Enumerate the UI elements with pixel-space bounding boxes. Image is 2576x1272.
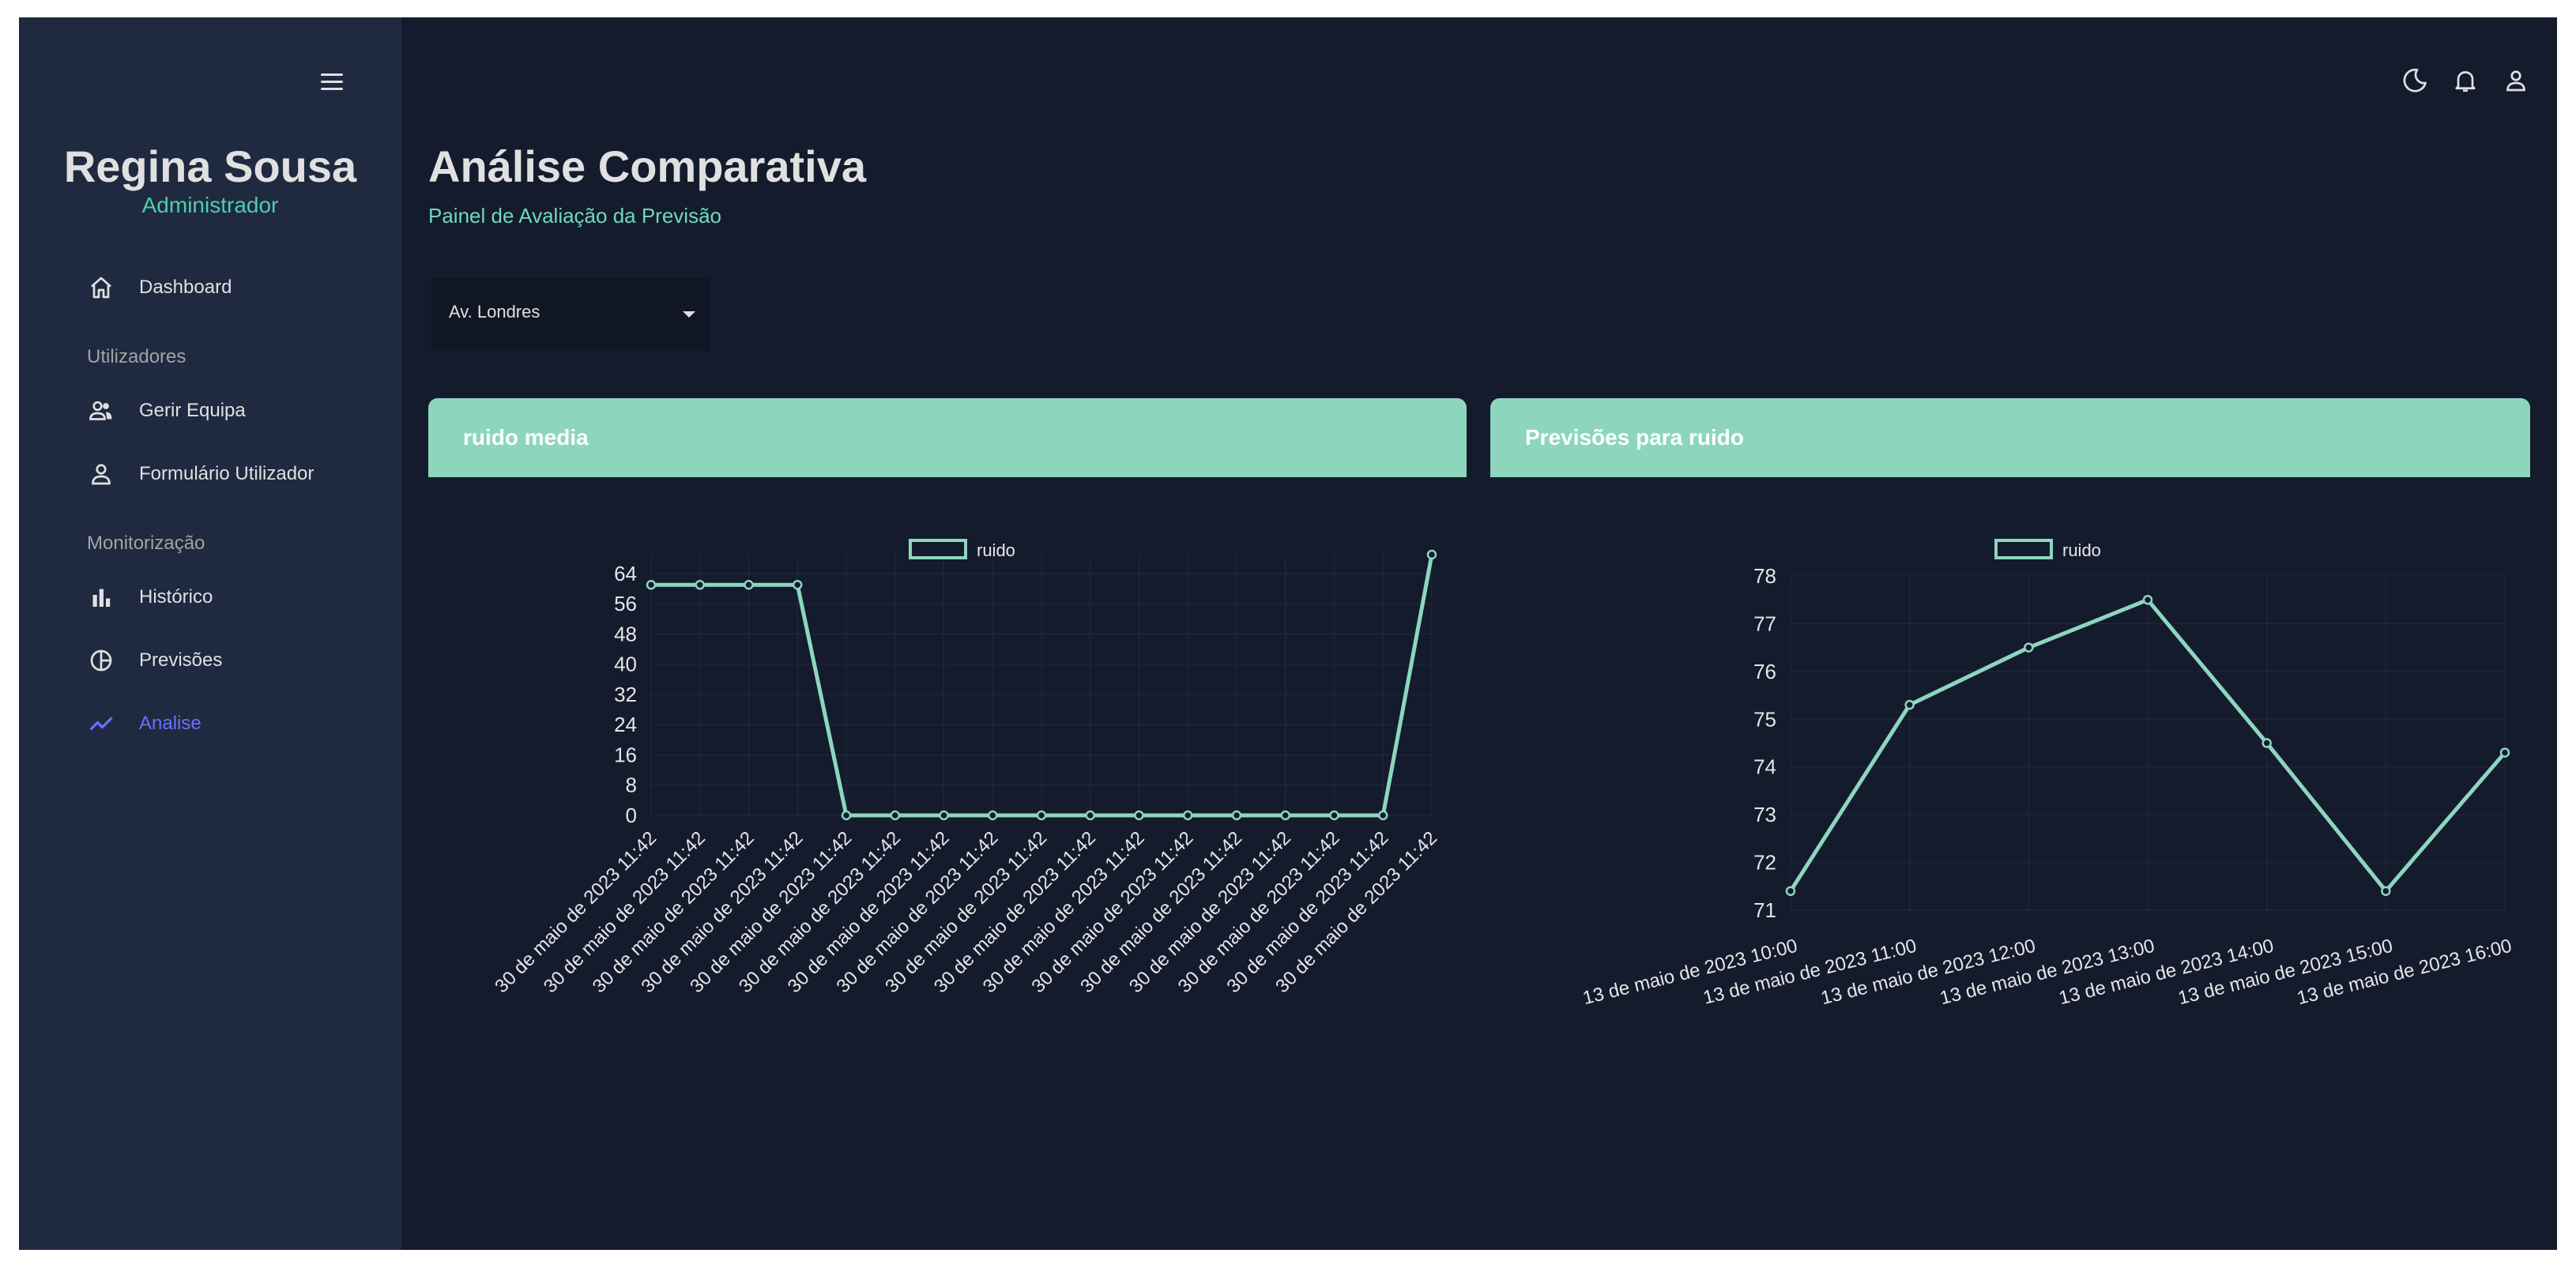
card-header-ruido-media: ruido media [428,398,1467,477]
data-point [1134,810,1144,821]
location-select-value: Av. Londres [449,302,540,322]
data-point [841,810,852,821]
page-subtitle: Painel de Avaliação da Previsão [428,204,721,228]
notifications-button[interactable] [2443,58,2487,103]
data-point [2262,738,2272,748]
y-tick-label: 32 [614,683,637,706]
dark-mode-icon [2403,68,2427,92]
sidebar-item-label: Previsões [139,649,223,671]
data-point [1426,549,1437,560]
data-point [988,810,998,821]
app-window: Regina Sousa Administrador Dashboard Uti… [19,17,2557,1250]
person-icon [92,464,111,485]
sidebar-item-label: Formulário Utilizador [139,463,314,484]
pie-chart-icon [90,649,112,672]
y-tick-label: 73 [1753,803,1776,826]
data-point [2024,642,2034,653]
data-point [793,580,803,590]
y-tick-label: 24 [614,713,637,736]
sidebar-item-previsoes[interactable]: Previsões [87,638,222,683]
sidebar-item-historico[interactable]: Histórico [87,575,213,619]
y-tick-label: 40 [614,653,637,676]
sidebar-item-analise[interactable]: Analise [87,702,201,746]
y-tick-label: 75 [1753,707,1776,731]
notifications-icon [2455,71,2476,92]
y-tick-label: 71 [1753,898,1776,922]
y-tick-label: 64 [614,562,637,585]
dark-mode-button[interactable] [2393,58,2437,103]
data-point [1904,699,1915,710]
legend-label: ruido [2062,540,2101,560]
section-label-monitorizacao: Monitorização [87,533,205,554]
data-point [2142,594,2153,605]
sidebar-item-label: Analise [139,713,201,734]
legend-swatch [1994,539,2053,559]
y-tick-label: 56 [614,592,637,615]
page-title: Análise Comparativa [428,141,866,191]
sidebar-item-formulario-utilizador[interactable]: Formulário Utilizador [87,452,314,496]
location-select[interactable]: Av. Londres [431,278,710,351]
menu-toggle-icon[interactable] [316,66,348,98]
data-point [2381,886,2391,897]
data-point [695,580,705,590]
people-icon [89,401,112,420]
y-tick-label: 48 [614,622,637,645]
data-point [939,810,949,821]
legend-swatch [909,539,967,559]
data-point [1378,810,1388,821]
data-point [1231,810,1242,821]
sidebar-item-dashboard[interactable]: Dashboard [87,265,232,310]
data-point [2499,747,2510,758]
sidebar-item-label: Histórico [139,586,213,608]
y-tick-label: 16 [614,743,637,766]
y-tick-label: 78 [1753,564,1776,588]
card-title: Previsões para ruido [1525,425,1745,450]
timeline-icon [89,717,113,731]
section-label-utilizadores: Utilizadores [87,346,186,367]
sidebar-item-label: Gerir Equipa [139,400,246,421]
y-tick-label: 8 [626,773,637,797]
user-name: Regina Sousa [63,141,357,191]
data-point [1085,810,1095,821]
chevron-down-icon [683,311,695,318]
profile-button[interactable] [2494,58,2538,103]
sidebar: Regina Sousa Administrador Dashboard Uti… [19,17,401,1250]
data-point [1329,810,1339,821]
data-point [890,810,900,821]
person-icon [2506,70,2525,92]
y-tick-label: 76 [1753,660,1776,683]
y-tick-label: 77 [1753,612,1776,635]
top-bar-icons [2386,58,2538,103]
card-header-previsoes: Previsões para ruido [1490,398,2530,477]
data-point [1280,810,1290,821]
data-point [646,580,657,590]
user-role: Administrador [141,193,279,217]
home-icon [91,277,111,299]
data-point [744,580,754,590]
y-tick-label: 0 [626,803,637,827]
bar-chart-icon [92,589,111,607]
y-tick-label: 72 [1753,851,1776,875]
data-point [1785,886,1796,897]
data-point [1183,810,1193,821]
sidebar-item-gerir-equipa[interactable]: Gerir Equipa [87,389,246,433]
y-tick-label: 74 [1753,755,1776,779]
card-title: ruido media [463,425,589,450]
data-point [1036,810,1047,821]
sidebar-item-label: Dashboard [139,277,232,298]
legend-label: ruido [977,540,1015,560]
